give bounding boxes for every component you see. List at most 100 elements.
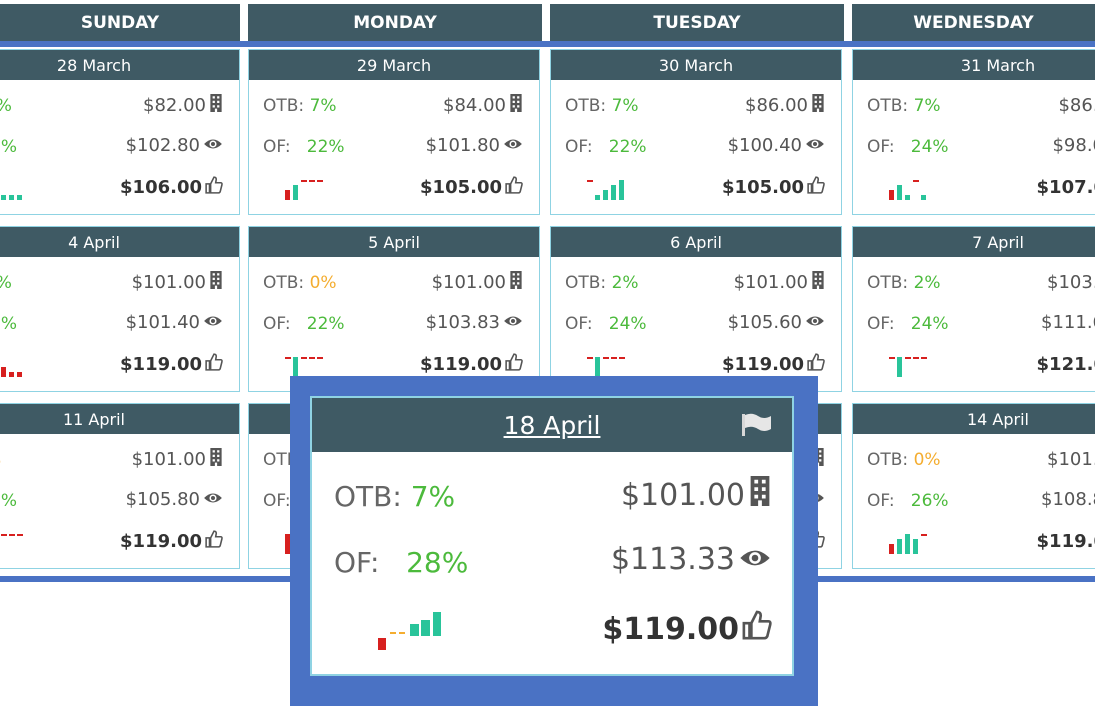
flag-icon[interactable]: [740, 412, 774, 443]
price-building-value: $82.00: [143, 95, 206, 116]
popup-date-link[interactable]: 18 April: [503, 410, 601, 440]
day-header-monday: MONDAY: [248, 4, 542, 41]
building-icon: [748, 476, 772, 514]
otb-label: OTB:: [867, 450, 914, 470]
day-cell[interactable]: 30 March OTB: 7% $86.00 OF: 22% $100.40 $105.…: [550, 49, 842, 215]
otb-row: OTE: [263, 450, 298, 470]
otb-value: 7%: [913, 96, 941, 116]
of-row: OF: 22%: [263, 137, 345, 157]
building-icon: [509, 271, 523, 294]
of-value: 26%: [0, 137, 18, 157]
trend-sparkline: [0, 174, 29, 207]
price-thumb: $119.00: [722, 353, 825, 376]
price-building-value: $84.00: [443, 95, 506, 116]
day-cell[interactable]: 14 April OTB: 0% $101.0 OF: 26% $108.8 $119.0: [852, 403, 1095, 569]
cell-date[interactable]: 31 March: [853, 50, 1095, 80]
day-cell[interactable]: 31 March OTB: 7% $86.0 OF: 24% $98.0 $107.0: [852, 49, 1095, 215]
eye-icon: [503, 312, 523, 333]
day-detail-popup[interactable]: 18 April OTB: 7% $101.00 OF: 28% $113.33…: [310, 396, 794, 676]
of-row: OF: 24%: [565, 314, 647, 334]
otb-label: OTE: [263, 450, 298, 470]
cell-date[interactable]: 28 March: [0, 50, 239, 80]
of-label: OF:: [867, 491, 895, 511]
popup-of-label: OF:: [334, 546, 380, 579]
popup-price-thumb: $119.00: [602, 610, 772, 648]
otb-value: 7%: [309, 96, 337, 116]
otb-value: 0%: [913, 450, 941, 470]
otb-label: OTB:: [867, 96, 914, 116]
price-building: $101.00: [132, 271, 223, 294]
cell-date[interactable]: 6 April: [551, 227, 841, 257]
price-eye: $101.80: [426, 135, 523, 156]
of-row: OF: 26%: [867, 491, 949, 511]
of-value: 26%: [910, 491, 949, 511]
price-building: $101.00: [734, 271, 825, 294]
of-label: OF:: [867, 137, 895, 157]
eye-icon: [203, 312, 223, 333]
price-thumb: $119.00: [120, 530, 223, 553]
price-building: $101.00: [132, 448, 223, 471]
price-building-value: $101.00: [131, 272, 206, 293]
of-value: 24%: [910, 314, 949, 334]
otb-value: 0%: [0, 450, 1, 470]
price-thumb-value: $105.00: [420, 177, 502, 198]
cell-date[interactable]: 4 April: [0, 227, 239, 257]
price-eye-value: $105.60: [727, 312, 802, 333]
price-building-value: $101.00: [733, 272, 808, 293]
day-cell[interactable]: 6 April OTB: 2% $101.00 OF: 24% $105.60 $119.…: [550, 226, 842, 392]
day-cell[interactable]: 7 April OTB: 2% $103.0 OF: 24% $111.6 $121.0: [852, 226, 1095, 392]
of-label: OF:: [565, 314, 593, 334]
popup-trend-sparkline: [378, 610, 446, 655]
building-icon: [509, 94, 523, 117]
cell-date[interactable]: 5 April: [249, 227, 539, 257]
day-cell[interactable]: 29 March OTB: 7% $84.00 OF: 22% $101.80 $105.…: [248, 49, 540, 215]
otb-value: 2%: [913, 273, 941, 293]
price-eye-value: $111.6: [1041, 312, 1095, 333]
price-thumb: $119.0: [1037, 530, 1095, 553]
of-label: OF:: [263, 491, 291, 511]
day-cell[interactable]: 28 March: 11% $82.00 26% $102.80 $106.00: [0, 49, 240, 215]
thumbs-up-icon: [807, 353, 825, 376]
otb-label: OTB:: [867, 273, 914, 293]
of-value: 22%: [306, 314, 345, 334]
price-eye-value: $105.80: [125, 489, 200, 510]
price-building-value: $101.0: [1047, 449, 1095, 470]
cell-date[interactable]: 29 March: [249, 50, 539, 80]
popup-of-row: OF: 28%: [334, 546, 468, 579]
building-icon: [811, 271, 825, 294]
of-label: OF:: [867, 314, 895, 334]
building-icon: [811, 94, 825, 117]
otb-value: 7%: [611, 96, 639, 116]
price-eye: $105.80: [126, 489, 223, 510]
price-eye: $102.80: [126, 135, 223, 156]
price-building-value: $86.00: [745, 95, 808, 116]
day-cell[interactable]: 4 April: 28% $101.00 35% $101.40 $119.00: [0, 226, 240, 392]
trend-sparkline: [285, 351, 329, 384]
price-thumb-value: $119.0: [1036, 531, 1095, 552]
day-header-tuesday: TUESDAY: [550, 4, 844, 41]
eye-icon: [203, 135, 223, 156]
price-building-value: $86.0: [1058, 95, 1095, 116]
cell-date[interactable]: 7 April: [853, 227, 1095, 257]
cell-date[interactable]: 14 April: [853, 404, 1095, 434]
cell-date[interactable]: 30 March: [551, 50, 841, 80]
building-icon: [209, 271, 223, 294]
trend-sparkline: [889, 528, 933, 561]
eye-icon: [805, 135, 825, 156]
price-thumb: $119.00: [420, 353, 523, 376]
of-label: OF:: [565, 137, 593, 157]
price-thumb-value: $107.0: [1036, 177, 1095, 198]
of-row: OF: 22%: [263, 314, 345, 334]
otb-row: : 0%: [0, 450, 1, 470]
price-eye-value: $108.8: [1041, 489, 1095, 510]
price-eye-value: $101.80: [425, 135, 500, 156]
cell-date[interactable]: 11 April: [0, 404, 239, 434]
trend-sparkline: [587, 174, 631, 207]
day-cell[interactable]: 11 April: 0% $101.00 22% $105.80 $119.00: [0, 403, 240, 569]
day-cell[interactable]: 5 April OTB: 0% $101.00 OF: 22% $103.83 $119.…: [248, 226, 540, 392]
popup-otb-label: OTB:: [334, 480, 402, 513]
price-eye: $108.8: [1041, 489, 1095, 510]
price-eye-value: $101.40: [125, 312, 200, 333]
price-thumb-value: $119.00: [120, 531, 202, 552]
trend-sparkline: [0, 528, 29, 561]
